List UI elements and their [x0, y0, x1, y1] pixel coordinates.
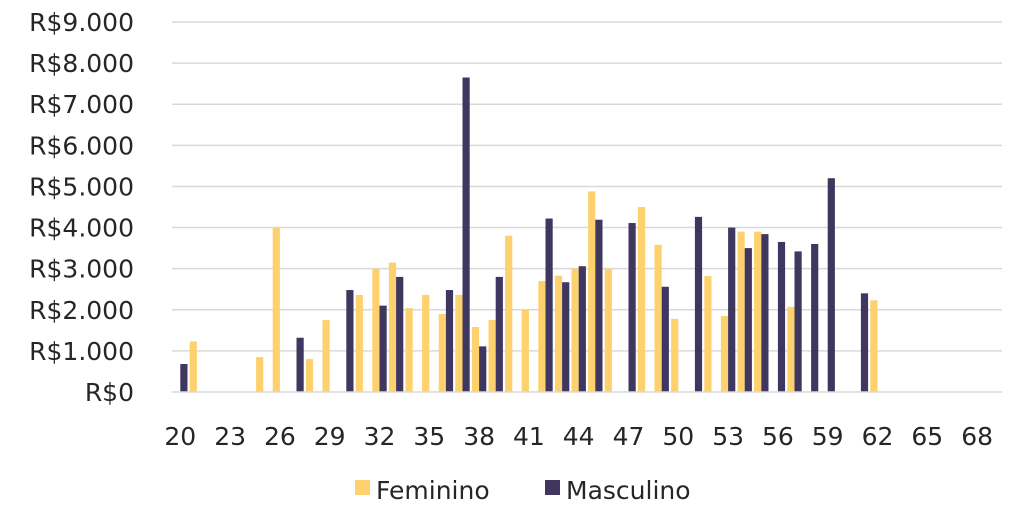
x-tick-label: 50	[662, 422, 694, 451]
bar-masculino-36	[445, 290, 454, 392]
y-tick-label: R$5.000	[29, 172, 134, 201]
bar-feminino-29	[322, 320, 330, 392]
bar-masculino-37	[462, 77, 470, 392]
bars	[180, 77, 878, 392]
bar-masculino-54	[744, 248, 752, 392]
bar-masculino-49	[661, 286, 669, 392]
legend-label-masculino: Masculino	[566, 476, 691, 505]
bar-masculino-44	[578, 266, 586, 392]
gridlines	[172, 21, 1002, 352]
legend-swatch-feminino	[355, 480, 370, 495]
bar-feminino-38	[471, 327, 480, 392]
x-tick-label: 35	[413, 422, 445, 451]
y-tick-label: R$6.000	[29, 131, 134, 160]
y-tick-label: R$0	[85, 378, 134, 407]
bar-feminino-26	[272, 227, 280, 392]
y-tick-label: R$4.000	[29, 214, 134, 243]
bar-masculino-55	[761, 234, 769, 392]
bar-feminino-46	[604, 268, 612, 392]
bar-feminino-48	[637, 207, 646, 392]
x-tick-label: 56	[762, 422, 794, 451]
bar-feminino-55	[754, 231, 762, 392]
bar-feminino-32	[372, 268, 380, 392]
bar-feminino-45	[588, 191, 596, 392]
legend: Feminino Masculino	[355, 476, 691, 505]
bar-feminino-21	[189, 341, 197, 392]
bar-masculino-38	[479, 346, 487, 392]
x-tick-label: 41	[513, 422, 545, 451]
bar-feminino-35	[422, 294, 430, 392]
bar-masculino-59	[827, 178, 835, 392]
x-tick-label: 62	[862, 422, 894, 451]
y-axis-tick-labels: R$0 R$1.000 R$2.000 R$3.000 R$4.000 R$5.000 R$…	[29, 8, 134, 407]
x-tick-label: 32	[364, 422, 396, 451]
bar-feminino-25	[256, 357, 264, 392]
bar-masculino-39	[495, 276, 503, 392]
bar-masculino-51	[694, 216, 703, 392]
y-tick-label: R$3.000	[29, 255, 134, 284]
bar-feminino-31	[355, 294, 363, 392]
x-tick-label: 44	[563, 422, 595, 451]
bar-feminino-53	[720, 315, 729, 392]
bar-feminino-34	[405, 308, 413, 392]
bar-masculino-53	[728, 227, 736, 392]
y-tick-label: R$8.000	[29, 49, 134, 78]
bar-feminino-54	[737, 231, 745, 392]
bar-feminino-39	[488, 320, 496, 392]
bar-feminino-33	[388, 262, 397, 392]
bar-masculino-57	[794, 251, 802, 392]
bar-feminino-49	[654, 244, 662, 392]
x-tick-label: 20	[164, 422, 196, 451]
bar-masculino-58	[811, 244, 819, 392]
bar-feminino-41	[521, 309, 529, 392]
bar-feminino-28	[305, 359, 314, 392]
x-tick-label: 38	[463, 422, 495, 451]
x-tick-label: 59	[812, 422, 844, 451]
bar-masculino-45	[595, 219, 603, 392]
bar-feminino-44	[571, 268, 579, 392]
bar-feminino-37	[455, 294, 463, 392]
legend-label-feminino: Feminino	[376, 476, 490, 505]
bar-masculino-56	[777, 241, 786, 392]
bar-masculino-20	[180, 364, 188, 392]
bar-feminino-40	[505, 235, 513, 392]
bar-feminino-50	[671, 318, 679, 392]
x-axis-tick-labels: 20 23 26 29 32 35 38 41 44 47 50 53 56 59 62 65 68	[164, 422, 993, 451]
y-tick-label: R$2.000	[29, 296, 134, 325]
x-tick-label: 23	[214, 422, 246, 451]
bar-feminino-43	[554, 275, 563, 392]
legend-swatch-masculino	[545, 480, 560, 495]
bar-masculino-27	[296, 337, 304, 392]
bar-feminino-36	[438, 313, 446, 392]
x-tick-label: 26	[264, 422, 296, 451]
bar-masculino-47	[628, 223, 636, 392]
x-tick-label: 29	[314, 422, 346, 451]
bar-masculino-33	[396, 276, 404, 392]
y-tick-label: R$9.000	[29, 8, 134, 37]
x-tick-label: 53	[712, 422, 744, 451]
x-tick-label: 68	[961, 422, 993, 451]
bar-feminino-42	[538, 281, 546, 392]
bar-feminino-52	[704, 276, 712, 392]
bar-masculino-32	[379, 305, 387, 392]
bar-masculino-42	[545, 218, 553, 392]
x-tick-label: 47	[613, 422, 645, 451]
bar-feminino-62	[870, 300, 878, 392]
bar-masculino-61	[860, 293, 869, 392]
bar-masculino-30	[346, 290, 354, 392]
bar-feminino-57	[787, 306, 795, 392]
y-tick-label: R$1.000	[29, 337, 134, 366]
x-tick-label: 65	[911, 422, 943, 451]
bar-masculino-43	[562, 282, 570, 392]
y-tick-label: R$7.000	[29, 90, 134, 119]
